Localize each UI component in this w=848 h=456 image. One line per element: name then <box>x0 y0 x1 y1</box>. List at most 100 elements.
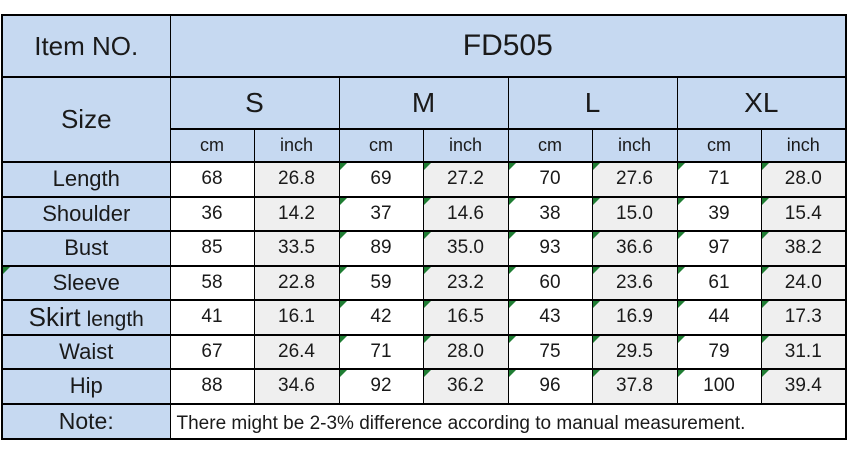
error-indicator-icon <box>340 198 347 205</box>
error-indicator-icon <box>593 370 600 377</box>
error-indicator-icon <box>424 198 431 205</box>
row-label: Waist <box>1 333 171 370</box>
cell-value: 88 <box>201 375 223 397</box>
cell-value: 58 <box>201 271 223 293</box>
error-indicator-icon <box>509 232 516 239</box>
row-label: Shoulder <box>1 195 171 232</box>
cell-value: 36.6 <box>616 237 653 259</box>
cell-value: 28.0 <box>784 168 822 190</box>
cell-value: 39 <box>708 202 730 224</box>
cell-value: 42 <box>370 306 392 328</box>
cell-value: 28.0 <box>447 340 484 362</box>
table-row-hip: Hip 88 34.6 92 36.2 96 37.8 100 39.4 <box>1 368 847 405</box>
cell-value: 14.2 <box>278 202 315 224</box>
cell-value: 61 <box>708 271 730 293</box>
table-row-bust: Bust 85 33.5 89 35.0 93 36.6 97 38.2 <box>1 230 847 267</box>
error-indicator-icon <box>424 232 431 239</box>
error-indicator-icon <box>509 198 516 205</box>
size-group-s: S <box>169 76 340 130</box>
error-indicator-icon <box>762 232 769 239</box>
error-indicator-icon <box>593 301 600 308</box>
cell-value: 16.9 <box>616 306 653 328</box>
unit-header: inch <box>760 128 847 163</box>
cell-value: 16.1 <box>278 306 315 328</box>
size-label: Size <box>1 76 171 163</box>
error-indicator-icon <box>509 267 516 274</box>
cell-value: 36 <box>201 202 223 224</box>
error-indicator-icon <box>509 336 516 343</box>
cell-value: 37 <box>370 202 392 224</box>
cell-value: 39.4 <box>784 375 822 397</box>
error-indicator-icon <box>762 267 769 274</box>
cell-value: 75 <box>539 340 561 362</box>
error-indicator-icon <box>509 163 516 170</box>
cell-value: 27.6 <box>616 168 653 190</box>
cell-value: 15.0 <box>616 202 653 224</box>
error-indicator-icon <box>678 232 685 239</box>
error-indicator-icon <box>762 370 769 377</box>
size-group-m: M <box>338 76 509 130</box>
row-label: Bust <box>1 230 171 267</box>
error-indicator-icon <box>340 232 347 239</box>
item-no-label: Item NO. <box>1 14 171 78</box>
cell-value: 22.8 <box>278 271 315 293</box>
cell-value: 70 <box>539 168 561 190</box>
cell-value: 33.5 <box>278 237 315 259</box>
table-row-sleeve: Sleeve 58 22.8 59 23.2 60 23.6 61 24.0 <box>1 264 847 301</box>
error-indicator-icon <box>424 336 431 343</box>
cell-value: 38.2 <box>784 237 822 259</box>
error-indicator-icon <box>509 370 516 377</box>
cell-value: 93 <box>539 237 561 259</box>
row-label: Sleeve <box>1 264 171 301</box>
cell-value: 79 <box>708 340 730 362</box>
error-indicator-icon <box>3 267 10 274</box>
cell-value: 26.8 <box>278 168 315 190</box>
cell-value: 89 <box>370 237 392 259</box>
cell-value: 37.8 <box>616 375 653 397</box>
unit-header: inch <box>591 128 678 163</box>
cell-value: 17.3 <box>784 306 822 328</box>
cell-value: 92 <box>370 375 392 397</box>
cell-value: 35.0 <box>447 237 484 259</box>
error-indicator-icon <box>340 336 347 343</box>
cell-value: 97 <box>708 237 730 259</box>
cell-value: 27.2 <box>447 168 484 190</box>
cell-value: 60 <box>539 271 561 293</box>
cell-value: 68 <box>201 168 223 190</box>
unit-header: inch <box>422 128 509 163</box>
size-chart-table: Item NO. FD505 Size S M L XL cm inch cm … <box>1 14 848 440</box>
note-row: Note: There might be 2-3% difference acc… <box>1 402 847 440</box>
error-indicator-icon <box>593 198 600 205</box>
row-label: Hip <box>1 368 171 405</box>
error-indicator-icon <box>678 370 685 377</box>
error-indicator-icon <box>762 198 769 205</box>
unit-header: cm <box>507 128 593 163</box>
row-label: Skirt length <box>1 299 171 336</box>
error-indicator-icon <box>593 232 600 239</box>
table-row-skirt-length: Skirt length 41 16.1 42 16.5 43 16.9 44 1… <box>1 299 847 336</box>
error-indicator-icon <box>762 336 769 343</box>
cell-value: 69 <box>370 168 392 190</box>
unit-header: cm <box>338 128 424 163</box>
unit-header: cm <box>676 128 762 163</box>
unit-header: inch <box>253 128 340 163</box>
error-indicator-icon <box>424 267 431 274</box>
error-indicator-icon <box>678 198 685 205</box>
cell-value: 36.2 <box>447 375 484 397</box>
item-no-value: FD505 <box>169 14 847 78</box>
cell-value: 71 <box>708 168 730 190</box>
error-indicator-icon <box>678 336 685 343</box>
error-indicator-icon <box>593 267 600 274</box>
cell-value: 26.4 <box>278 340 315 362</box>
cell-value: 71 <box>370 340 392 362</box>
cell-value: 15.4 <box>784 202 822 224</box>
error-indicator-icon <box>678 301 685 308</box>
cell-value: 59 <box>370 271 392 293</box>
cell-value: 31.1 <box>784 340 822 362</box>
error-indicator-icon <box>762 163 769 170</box>
cell-value: 96 <box>539 375 561 397</box>
size-group-l: L <box>507 76 678 130</box>
error-indicator-icon <box>509 301 516 308</box>
size-group-row: Size S M L XL <box>1 76 847 163</box>
note-text: There might be 2-3% difference according… <box>169 402 847 440</box>
